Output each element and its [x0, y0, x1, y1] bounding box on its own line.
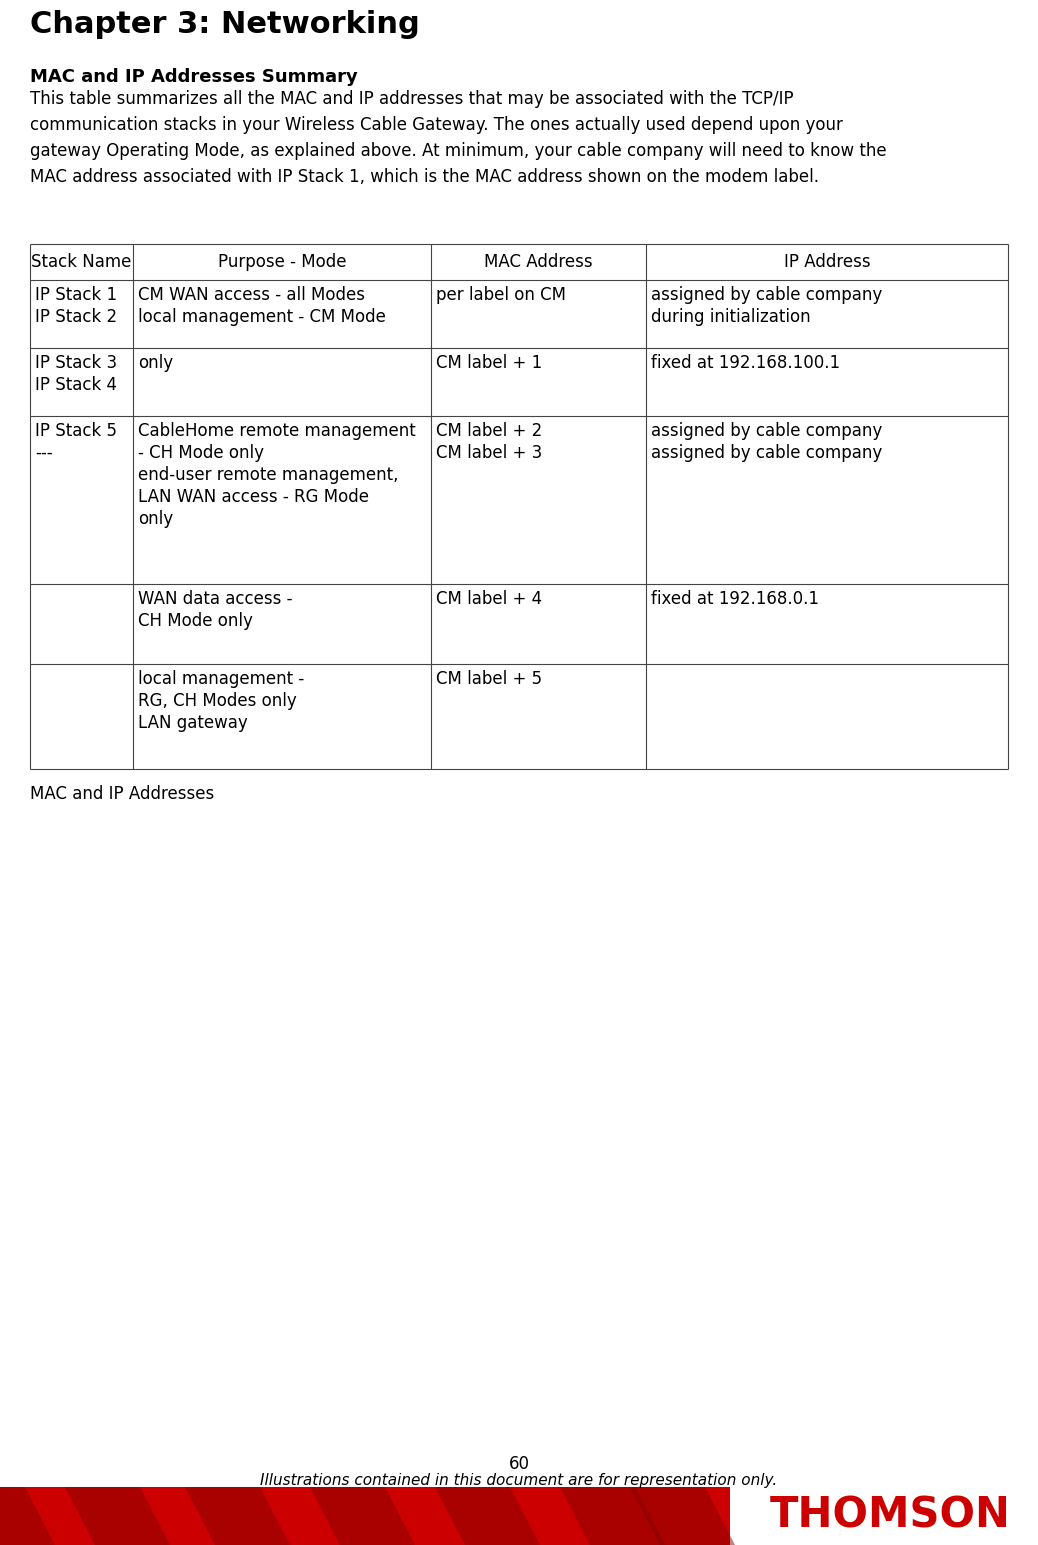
Polygon shape [559, 1486, 665, 1545]
Text: CM label + 4: CM label + 4 [436, 590, 542, 609]
Text: end-user remote management,: end-user remote management, [138, 467, 399, 484]
Text: during initialization: during initialization [651, 307, 811, 326]
Text: CH Mode only: CH Mode only [138, 612, 252, 630]
Text: This table summarizes all the MAC and IP addresses that may be associated with t: This table summarizes all the MAC and IP… [30, 90, 794, 108]
Text: CM label + 3: CM label + 3 [436, 443, 542, 462]
Text: Stack Name: Stack Name [31, 253, 132, 270]
Text: local management -: local management - [138, 671, 304, 688]
Text: THOMSON: THOMSON [769, 1496, 1010, 1537]
Text: LAN WAN access - RG Mode: LAN WAN access - RG Mode [138, 488, 368, 507]
Text: MAC Address: MAC Address [485, 253, 593, 270]
Text: IP Address: IP Address [784, 253, 871, 270]
Text: WAN data access -: WAN data access - [138, 590, 292, 609]
Text: IP Stack 3: IP Stack 3 [35, 354, 117, 372]
Polygon shape [65, 1486, 170, 1545]
Text: communication stacks in your Wireless Cable Gateway. The ones actually used depe: communication stacks in your Wireless Ca… [30, 116, 843, 134]
Polygon shape [435, 1486, 540, 1545]
Text: assigned by cable company: assigned by cable company [651, 286, 882, 304]
Text: ---: --- [35, 443, 53, 462]
Polygon shape [630, 1486, 735, 1545]
Text: IP Stack 5: IP Stack 5 [35, 422, 117, 440]
Text: MAC address associated with IP Stack 1, which is the MAC address shown on the mo: MAC address associated with IP Stack 1, … [30, 168, 819, 185]
Text: fixed at 192.168.0.1: fixed at 192.168.0.1 [651, 590, 819, 609]
Text: per label on CM: per label on CM [436, 286, 566, 304]
Text: Illustrations contained in this document are for representation only.: Illustrations contained in this document… [261, 1472, 777, 1488]
Text: Purpose - Mode: Purpose - Mode [218, 253, 346, 270]
Text: CM label + 5: CM label + 5 [436, 671, 542, 688]
Text: 60: 60 [509, 1455, 529, 1472]
Text: CM label + 1: CM label + 1 [436, 354, 542, 372]
Text: MAC and IP Addresses: MAC and IP Addresses [30, 785, 214, 803]
Polygon shape [310, 1486, 415, 1545]
Text: IP Stack 1: IP Stack 1 [35, 286, 117, 304]
Text: - CH Mode only: - CH Mode only [138, 443, 264, 462]
Text: fixed at 192.168.100.1: fixed at 192.168.100.1 [651, 354, 841, 372]
Text: IP Stack 4: IP Stack 4 [35, 375, 117, 394]
Text: CM WAN access - all Modes: CM WAN access - all Modes [138, 286, 364, 304]
Text: assigned by cable company: assigned by cable company [651, 443, 882, 462]
Text: LAN gateway: LAN gateway [138, 714, 247, 732]
Text: CableHome remote management: CableHome remote management [138, 422, 415, 440]
Polygon shape [0, 1486, 55, 1545]
Text: local management - CM Mode: local management - CM Mode [138, 307, 385, 326]
Text: only: only [138, 510, 172, 528]
Text: Chapter 3: Networking: Chapter 3: Networking [30, 9, 419, 39]
Text: IP Stack 2: IP Stack 2 [35, 307, 117, 326]
Text: RG, CH Modes only: RG, CH Modes only [138, 692, 297, 711]
Text: assigned by cable company: assigned by cable company [651, 422, 882, 440]
Text: only: only [138, 354, 172, 372]
Bar [0, 1486, 730, 1545]
Text: gateway Operating Mode, as explained above. At minimum, your cable company will : gateway Operating Mode, as explained abo… [30, 142, 886, 161]
Text: CM label + 2: CM label + 2 [436, 422, 542, 440]
Polygon shape [185, 1486, 290, 1545]
Text: MAC and IP Addresses Summary: MAC and IP Addresses Summary [30, 68, 358, 87]
